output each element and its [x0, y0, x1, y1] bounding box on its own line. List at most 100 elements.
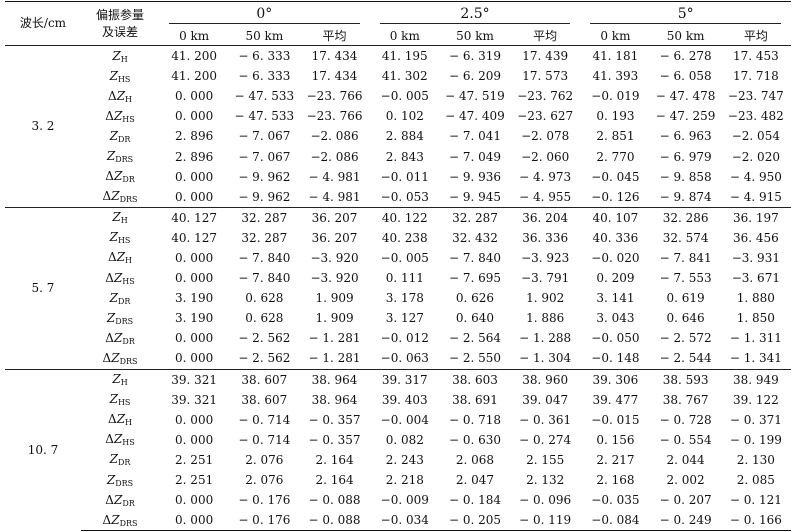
parameter-cell: ZH	[81, 206, 160, 228]
value-cell: 2. 243	[385, 452, 424, 467]
parameter-subscript: H	[125, 256, 133, 266]
value-cell: − 2. 564	[448, 331, 501, 346]
parameter-cell: ZDRS	[81, 146, 159, 166]
value-cell: 1. 909	[315, 291, 354, 306]
value-cell: − 4. 955	[519, 189, 572, 204]
value-cell: − 4. 915	[729, 189, 782, 204]
wavelength-cell: 10. 7	[5, 368, 82, 531]
value-cell: 2. 251	[175, 473, 214, 488]
value-cell: − 2. 550	[448, 351, 501, 366]
z-symbol: Z	[111, 350, 120, 365]
value-cell: − 6. 333	[229, 45, 300, 67]
parameter-cell: ZH	[81, 368, 160, 390]
value-cell: 3. 127	[385, 311, 424, 326]
parameter-header-line1: 偏振参量	[96, 7, 145, 22]
value-cell: −0. 050	[591, 331, 640, 346]
value-cell: 0. 000	[175, 412, 214, 427]
z-symbol: Z	[113, 330, 123, 345]
value-cell: − 7. 841	[659, 250, 712, 265]
value-cell: 36. 197	[720, 206, 791, 228]
value-cell: 2. 164	[315, 473, 354, 488]
parameter-subscript: HS	[122, 438, 135, 448]
parameter-subscript: DRS	[119, 356, 138, 366]
value-cell: −3. 791	[521, 271, 570, 286]
value-cell: 36. 207	[311, 230, 358, 245]
value-cell: 41. 195	[369, 45, 440, 67]
value-cell: − 1. 281	[308, 351, 361, 366]
parameter-subscript: DRS	[119, 195, 138, 205]
value-cell: − 9. 936	[448, 169, 501, 184]
value-cell: − 7. 041	[448, 129, 501, 144]
table-row: ΔZDRS 0. 000 − 2. 562 − 1. 281 −0. 063 − 2. 5…	[5, 348, 791, 369]
value-cell: − 0. 718	[448, 412, 501, 427]
z-symbol: Z	[106, 472, 116, 487]
value-cell: − 0. 176	[229, 510, 300, 532]
value-cell: −0. 011	[380, 169, 429, 184]
value-cell: −3. 931	[731, 250, 780, 265]
value-cell: − 2. 562	[238, 331, 291, 346]
value-cell: − 7. 840	[238, 250, 291, 265]
value-cell: 32. 432	[452, 230, 498, 245]
value-cell: −23. 766	[306, 89, 363, 104]
table-row: ΔZDRS 0. 000− 0. 176− 0. 088 −0. 034− 0. 2…	[5, 510, 791, 532]
value-cell: 0. 193	[596, 109, 635, 124]
value-cell: − 0. 630	[448, 432, 501, 447]
subcol-header: 平均	[299, 26, 370, 46]
value-cell: 2. 002	[666, 473, 705, 488]
value-cell: 2. 896	[175, 129, 214, 144]
parameter-subscript: DRS	[115, 155, 134, 165]
table-row: ΔZDR 0. 000 − 0. 176 − 0. 088 −0. 009 − 0. 18…	[5, 490, 791, 510]
value-cell: − 0. 714	[238, 432, 291, 447]
value-cell: 17. 439	[510, 45, 581, 67]
value-cell: − 0. 274	[519, 432, 572, 447]
value-cell: 32. 287	[439, 206, 511, 228]
value-cell: 0. 628	[245, 311, 284, 326]
value-cell: −3. 920	[310, 271, 359, 286]
angle-header-1: 2.5°	[370, 2, 581, 27]
value-cell: 0. 111	[385, 271, 424, 286]
parameter-subscript: H	[120, 54, 128, 64]
parameter-cell: ΔZH	[81, 86, 159, 106]
value-cell: −0. 020	[591, 250, 640, 265]
parameter-cell: ZH	[81, 45, 160, 67]
value-cell: 38. 691	[452, 392, 498, 407]
value-cell: 41. 200	[171, 69, 218, 84]
parameter-subscript: DR	[117, 296, 131, 306]
value-cell: − 0. 714	[238, 412, 291, 427]
table-row: 5. 7 ZH 40. 127 32. 287 36. 207 40. 122 32. 28…	[5, 206, 791, 369]
value-cell: − 6. 278	[650, 45, 721, 67]
value-cell: −3. 923	[521, 250, 570, 265]
value-cell: − 0. 096	[519, 493, 572, 508]
delta-symbol: Δ	[105, 330, 114, 345]
parameter-subscript: DRS	[115, 316, 134, 326]
value-cell: 41. 302	[381, 69, 428, 84]
z-symbol: Z	[109, 68, 118, 83]
z-symbol: Z	[116, 88, 126, 103]
angle-label: 5°	[677, 6, 694, 22]
parameter-subscript: H	[120, 378, 128, 388]
value-cell: − 0. 371	[729, 412, 782, 427]
value-cell: −2. 078	[521, 129, 570, 144]
delta-symbol: Δ	[105, 492, 114, 507]
parameter-cell: ZDRS	[81, 470, 159, 490]
table-row: ZDR 2. 251 2. 076 2. 164 2. 243 2. 068 2. 155 2…	[5, 450, 791, 470]
parameter-cell: ZHS	[81, 228, 159, 248]
value-cell: − 6. 209	[448, 69, 501, 84]
wavelength-cell: 3. 2	[5, 45, 82, 208]
parameter-subscript: HS	[117, 74, 131, 84]
value-cell: 32. 286	[650, 206, 721, 228]
value-cell: 2. 164	[315, 452, 354, 467]
value-cell: −0. 004	[380, 412, 429, 427]
z-symbol: Z	[112, 372, 121, 387]
value-cell: 1. 902	[526, 291, 565, 306]
value-cell: − 6. 963	[659, 129, 712, 144]
value-cell: 17. 434	[311, 69, 358, 84]
table-row: ZDRS 2. 251 2. 076 2. 164 2. 218 2. 047 2. 132…	[5, 470, 791, 490]
value-cell: 32. 287	[229, 206, 300, 228]
parameter-header: 偏振参量 及误差	[81, 2, 159, 46]
table-row: ZHS 41. 200 − 6. 333 17. 434 41. 302 − 6. 209…	[5, 66, 791, 86]
z-symbol: Z	[109, 392, 118, 407]
parameter-subscript: DR	[117, 458, 131, 468]
parameter-cell: ΔZDR	[81, 328, 159, 348]
value-cell: −0. 005	[380, 250, 429, 265]
